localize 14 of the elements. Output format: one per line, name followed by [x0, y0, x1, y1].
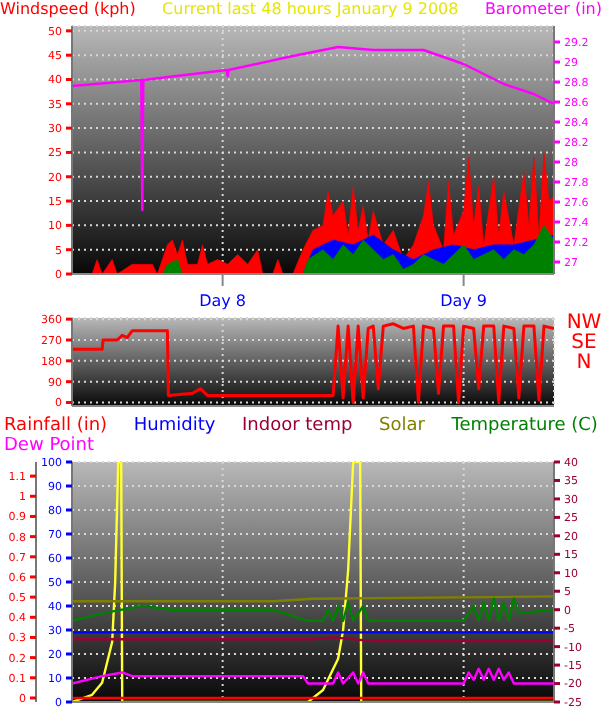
chart-title: Current last 48 hours January 9 2008 — [162, 0, 459, 20]
y2-axis-title: Barometer (in) — [484, 0, 602, 20]
text: Temperature (C) — [451, 416, 598, 436]
text: Solar — [379, 416, 425, 436]
text: Dew Point — [4, 436, 95, 456]
text: Rainfall (in) — [4, 416, 108, 436]
text: Humidity — [133, 416, 216, 436]
line-series — [72, 667, 554, 685]
x-tick-label: Day 9 — [440, 292, 488, 310]
y-axis-title: Windspeed (kph) — [0, 0, 136, 20]
x-tick-label: Day 8 — [199, 292, 247, 310]
y2-axis-title: NWSEN — [566, 312, 602, 378]
text: Indoor temp — [242, 416, 353, 436]
line-series — [72, 597, 554, 622]
